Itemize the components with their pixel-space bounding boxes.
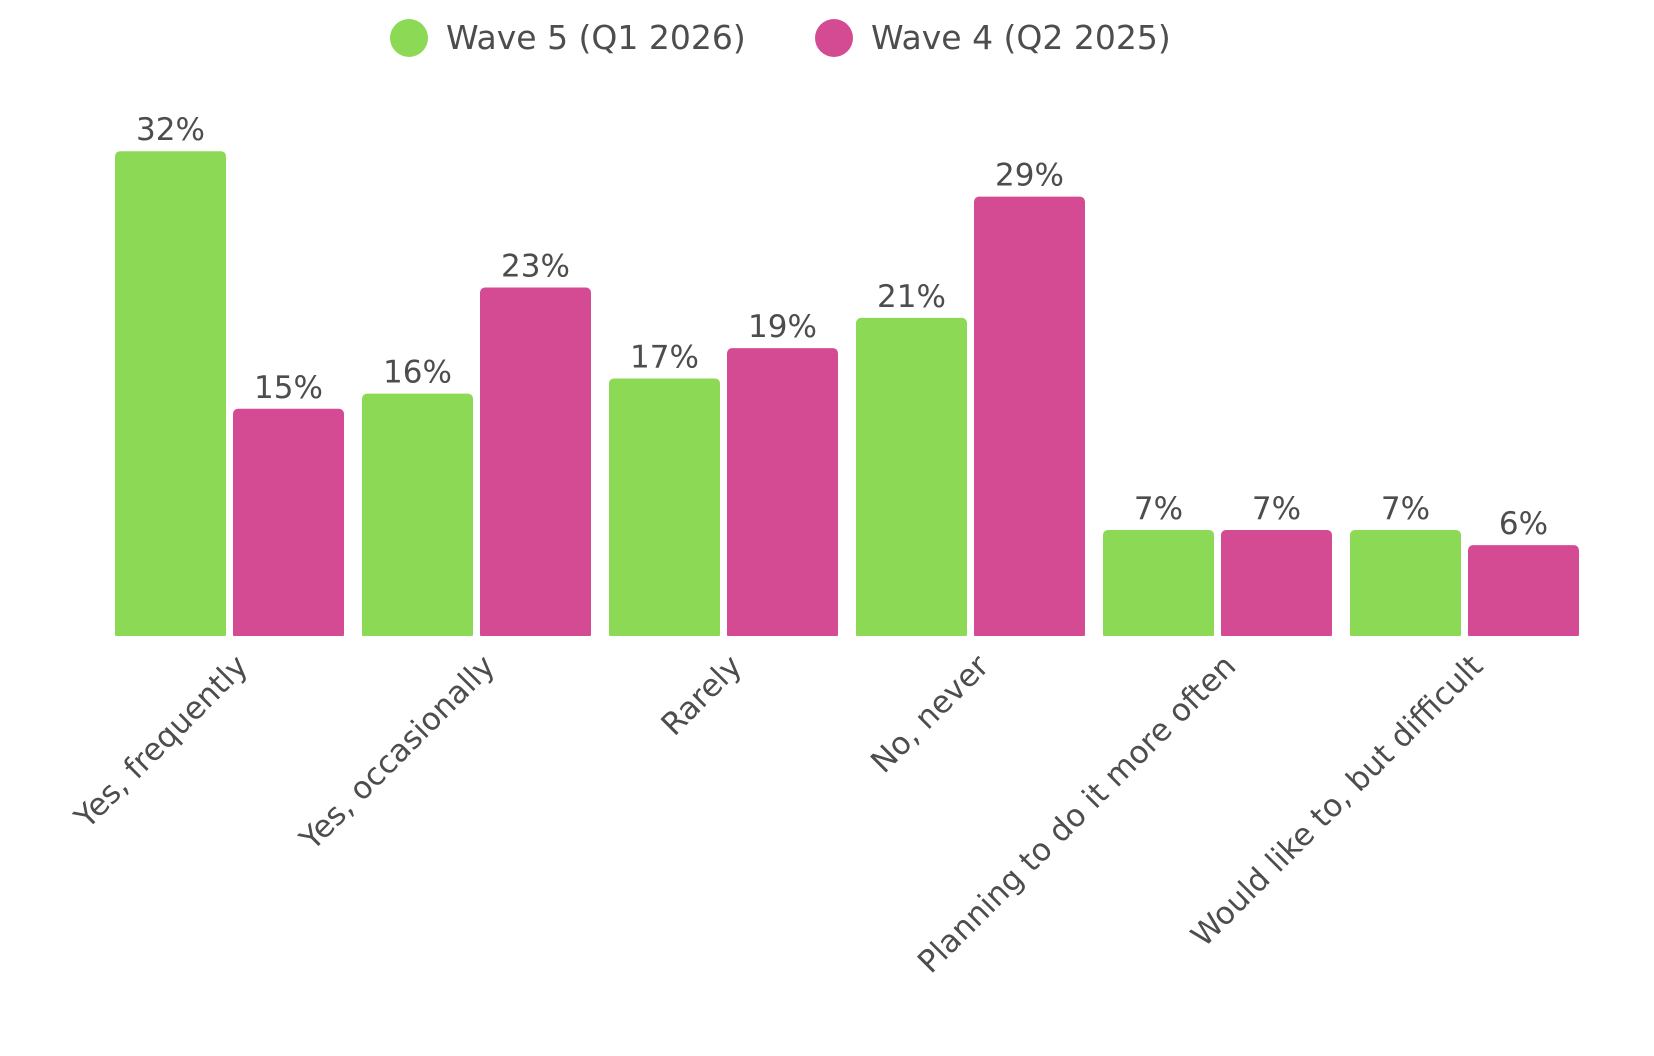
value-label-wave-4-yes-occasionally: 23% <box>501 249 570 285</box>
bar-wave-4-no-never <box>974 196 1085 639</box>
value-label-wave-5-would-like-to-but-difficult: 7% <box>1381 491 1430 527</box>
category-label-yes-frequently: Yes, frequently <box>67 648 255 836</box>
legend-label-wave-5: Wave 5 (Q1 2026) <box>446 18 746 57</box>
bar-wave-4-rarely <box>727 348 838 639</box>
value-label-wave-5-yes-occasionally: 16% <box>383 355 452 391</box>
value-label-wave-4-no-never: 29% <box>995 158 1064 194</box>
bar-wave-5-planning-to-do-it-more-often <box>1103 529 1214 639</box>
bar-wave-5-would-like-to-but-difficult <box>1350 529 1461 639</box>
legend-item-wave-4: Wave 4 (Q2 2025) <box>815 18 1171 57</box>
bar-wave-5-no-never <box>856 317 967 639</box>
bar-wave-5-yes-occasionally <box>362 393 473 639</box>
legend: Wave 5 (Q1 2026) Wave 4 (Q2 2025) <box>390 18 1171 57</box>
bars <box>100 151 1600 642</box>
legend-label-wave-4: Wave 4 (Q2 2025) <box>871 18 1171 57</box>
value-label-wave-4-would-like-to-but-difficult: 6% <box>1499 506 1548 542</box>
bar-wave-4-yes-frequently <box>233 408 344 639</box>
value-labels: 32% 15% 16% 23% 17% 19% 21% 29% 7% 7% 7% 6% <box>136 112 1548 542</box>
category-label-rarely: Rarely <box>654 648 749 743</box>
value-label-wave-5-no-never: 21% <box>877 279 946 315</box>
bar-wave-4-would-like-to-but-difficult <box>1468 545 1579 639</box>
value-label-wave-5-rarely: 17% <box>630 339 699 375</box>
legend-item-wave-5: Wave 5 (Q1 2026) <box>390 18 746 57</box>
value-label-wave-5-planning-to-do-it-more-often: 7% <box>1134 491 1183 527</box>
value-label-wave-4-rarely: 19% <box>748 309 817 345</box>
legend-swatch-wave-4 <box>815 19 853 57</box>
value-label-wave-5-yes-frequently: 32% <box>136 112 205 148</box>
category-label-yes-occasionally: Yes, occasionally <box>292 648 502 858</box>
category-label-would-like-to-but-difficult: Would like to, but difficult <box>1184 648 1490 954</box>
value-label-wave-4-planning-to-do-it-more-often: 7% <box>1252 491 1301 527</box>
bar-wave-4-planning-to-do-it-more-often <box>1221 529 1332 639</box>
bar-wave-5-rarely <box>609 378 720 639</box>
category-label-no-never: No, never <box>864 648 996 780</box>
bar-wave-4-yes-occasionally <box>480 287 591 639</box>
bar-wave-5-yes-frequently <box>115 151 226 639</box>
category-labels: Yes, frequently Yes, occasionally Rarely No… <box>67 648 1490 980</box>
value-label-wave-4-yes-frequently: 15% <box>254 370 323 406</box>
legend-swatch-wave-5 <box>390 19 428 57</box>
baseline-mask <box>100 636 1600 642</box>
